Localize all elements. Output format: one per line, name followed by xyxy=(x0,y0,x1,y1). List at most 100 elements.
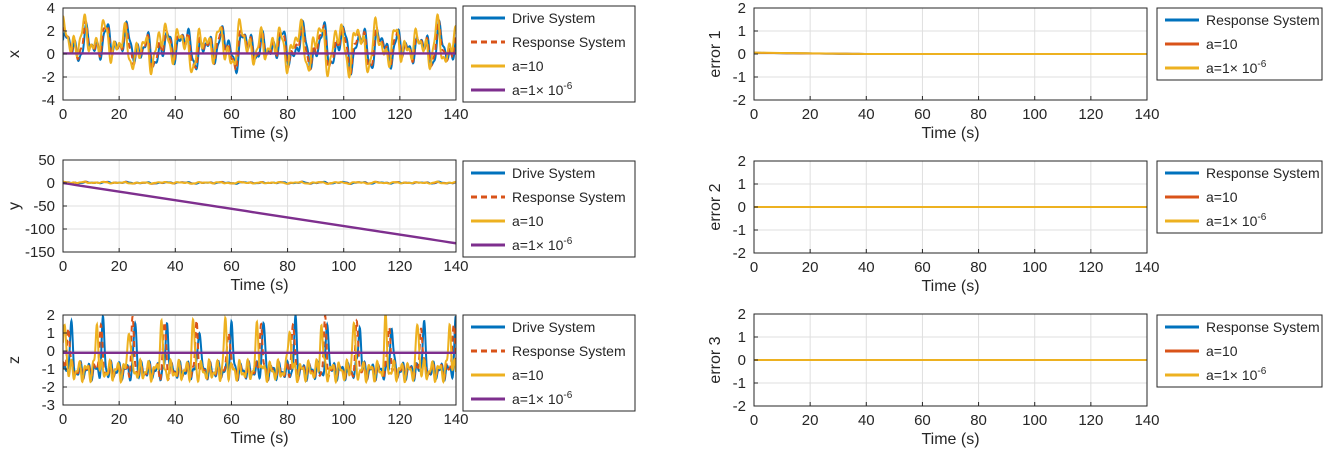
x-tick-label: 80 xyxy=(970,259,987,276)
x-tick-label: 20 xyxy=(802,412,819,429)
y-tick-label: -150 xyxy=(25,244,55,261)
x-tick-label: 20 xyxy=(802,106,819,123)
legend: Drive System Response System a=10 a=1× 10-6 xyxy=(462,160,636,258)
y-tick-label: -2 xyxy=(42,69,55,86)
x-tick-label: 100 xyxy=(1022,259,1047,276)
y-tick-label: -1 xyxy=(733,69,746,86)
legend-label: Drive System xyxy=(512,319,595,335)
x-axis-label: Time (s) xyxy=(230,430,288,447)
y-tick-label: 1 xyxy=(738,176,746,193)
y-tick-label: 4 xyxy=(47,0,55,17)
y-tick-label: 0 xyxy=(47,343,55,360)
x-tick-label: 0 xyxy=(59,258,67,275)
x-tick-label: 80 xyxy=(279,411,296,428)
y-axis-label: y xyxy=(6,202,23,210)
x-tick-label: 100 xyxy=(1022,106,1047,123)
x-tick-label: 120 xyxy=(1078,412,1103,429)
x-tick-label: 20 xyxy=(111,411,128,428)
x-tick-label: 0 xyxy=(750,412,758,429)
y-tick-label: 0 xyxy=(47,175,55,192)
x-axis-label: Time (s) xyxy=(230,125,288,142)
x-tick-label: 60 xyxy=(914,259,931,276)
legend-label: a=10 xyxy=(512,213,544,229)
y-axis-label: error 1 xyxy=(707,30,724,77)
series-line-2 xyxy=(63,180,456,185)
y-tick-label: -1 xyxy=(733,222,746,239)
y-axis-label: x xyxy=(6,50,23,58)
x-axis-label: Time (s) xyxy=(230,277,288,294)
y-tick-label: 50 xyxy=(38,152,55,169)
y-tick-label: 0 xyxy=(738,46,746,63)
y-tick-label: -2 xyxy=(733,92,746,109)
legend-label: a=10 xyxy=(1206,343,1238,359)
legend-label: Drive System xyxy=(512,10,595,26)
x-tick-label: 120 xyxy=(387,106,412,123)
x-tick-label: 20 xyxy=(111,258,128,275)
legend: Response System a=10 a=1× 10-6 xyxy=(1156,7,1323,81)
series-line-1 xyxy=(63,315,456,383)
y-axis-label: error 2 xyxy=(707,183,724,230)
x-tick-label: 80 xyxy=(279,106,296,123)
x-tick-label: 100 xyxy=(331,258,356,275)
y-tick-label: 2 xyxy=(47,23,55,40)
y-tick-label: -1 xyxy=(42,361,55,378)
chart-error2: 0 20 40 60 80 100 120 140 -2 -1 0 1 2 Time (s) error 2… xyxy=(707,153,1323,295)
x-tick-label: 20 xyxy=(111,106,128,123)
x-tick-label: 0 xyxy=(750,106,758,123)
x-tick-label: 80 xyxy=(970,412,987,429)
x-tick-label: 140 xyxy=(443,106,468,123)
x-tick-label: 140 xyxy=(1134,259,1159,276)
x-tick-label: 60 xyxy=(223,258,240,275)
legend-label: Response System xyxy=(1206,12,1320,28)
chart-error1: 0 20 40 60 80 100 120 140 -2 -1 0 1 2 Time (s) error 1… xyxy=(707,0,1323,142)
series-line-2 xyxy=(63,315,456,385)
legend-label: Response System xyxy=(512,189,626,205)
y-tick-label: -1 xyxy=(733,375,746,392)
legend-label: a=1× 10-6 xyxy=(512,236,573,253)
y-tick-label: 1 xyxy=(47,325,55,342)
y-tick-label: -2 xyxy=(733,398,746,415)
legend-label: Response System xyxy=(1206,319,1320,335)
legend-box xyxy=(462,5,636,103)
x-axis-label: Time (s) xyxy=(921,431,979,448)
y-tick-label: 0 xyxy=(47,46,55,63)
x-tick-label: 120 xyxy=(1078,106,1103,123)
x-tick-label: 40 xyxy=(858,412,875,429)
legend-label: a=1× 10-6 xyxy=(1206,59,1267,76)
legend-label: Response System xyxy=(512,34,626,50)
y-tick-label: -50 xyxy=(33,198,55,215)
x-tick-label: 60 xyxy=(223,411,240,428)
legend-label: a=1× 10-6 xyxy=(1206,366,1267,383)
y-axis-label: z xyxy=(6,356,23,364)
x-tick-label: 0 xyxy=(59,411,67,428)
legend: Drive System Response System a=10 a=1× 10-6 xyxy=(462,314,636,412)
legend-label: Response System xyxy=(512,343,626,359)
x-tick-label: 120 xyxy=(387,411,412,428)
y-tick-label: -100 xyxy=(25,221,55,238)
x-tick-label: 60 xyxy=(914,106,931,123)
chart-error3: 0 20 40 60 80 100 120 140 -2 -1 0 1 2 Time (s) error 3… xyxy=(707,306,1323,448)
series-line-3 xyxy=(63,181,456,245)
y-tick-label: 0 xyxy=(738,352,746,369)
y-axis-label: error 3 xyxy=(707,336,724,383)
x-tick-label: 40 xyxy=(167,411,184,428)
legend: Drive System Response System a=10 a=1× 10-6 xyxy=(462,5,636,103)
x-tick-label: 60 xyxy=(223,106,240,123)
series-line-2 xyxy=(63,13,456,79)
x-tick-label: 140 xyxy=(1134,412,1159,429)
x-tick-label: 0 xyxy=(750,259,758,276)
y-tick-label: 2 xyxy=(738,306,746,323)
y-tick-label: -2 xyxy=(733,245,746,262)
y-tick-label: -2 xyxy=(42,379,55,396)
y-tick-label: 0 xyxy=(738,199,746,216)
x-tick-label: 40 xyxy=(858,259,875,276)
y-tick-label: 2 xyxy=(47,307,55,324)
chart-y: 0 20 40 60 80 100 120 140 -150 -100 -50 0 50 Time (s)… xyxy=(6,152,636,294)
chart-x: 0 20 40 60 80 100 120 140 -4 -2 0 2 4 Time (s) x Drive … xyxy=(6,0,636,142)
x-tick-label: 140 xyxy=(1134,106,1159,123)
legend-label: a=1× 10-6 xyxy=(512,81,573,98)
x-tick-label: 80 xyxy=(970,106,987,123)
y-tick-label: 2 xyxy=(738,0,746,17)
x-tick-label: 40 xyxy=(858,106,875,123)
